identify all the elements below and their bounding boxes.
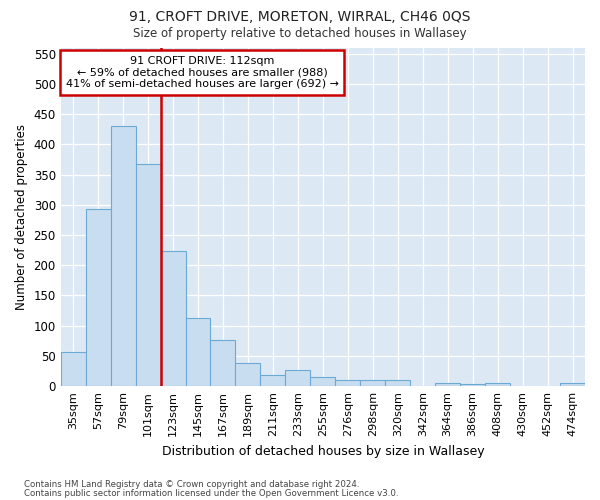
Bar	[161, 250, 185, 386]
Text: 91 CROFT DRIVE: 112sqm
← 59% of detached houses are smaller (988)
41% of semi-de: 91 CROFT DRIVE: 112sqm ← 59% of detached…	[66, 56, 339, 89]
Bar	[560, 383, 585, 386]
Bar	[485, 382, 510, 386]
Text: Contains public sector information licensed under the Open Government Licence v3: Contains public sector information licen…	[24, 488, 398, 498]
Bar	[435, 383, 460, 386]
Y-axis label: Number of detached properties: Number of detached properties	[15, 124, 28, 310]
Text: Size of property relative to detached houses in Wallasey: Size of property relative to detached ho…	[133, 28, 467, 40]
Bar	[360, 380, 385, 386]
Bar	[385, 380, 410, 386]
Bar	[310, 376, 335, 386]
X-axis label: Distribution of detached houses by size in Wallasey: Distribution of detached houses by size …	[161, 444, 484, 458]
Bar	[136, 164, 161, 386]
Bar	[260, 376, 286, 386]
Bar	[86, 209, 110, 386]
Bar	[286, 370, 310, 386]
Bar	[460, 384, 485, 386]
Bar	[235, 363, 260, 386]
Text: Contains HM Land Registry data © Crown copyright and database right 2024.: Contains HM Land Registry data © Crown c…	[24, 480, 359, 489]
Text: 91, CROFT DRIVE, MORETON, WIRRAL, CH46 0QS: 91, CROFT DRIVE, MORETON, WIRRAL, CH46 0…	[129, 10, 471, 24]
Bar	[335, 380, 360, 386]
Bar	[61, 352, 86, 386]
Bar	[211, 340, 235, 386]
Bar	[185, 318, 211, 386]
Bar	[110, 126, 136, 386]
